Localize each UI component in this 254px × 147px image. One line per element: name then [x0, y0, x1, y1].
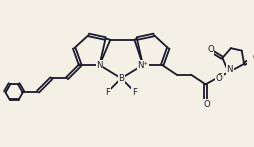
Text: B: B: [118, 74, 124, 83]
Text: O: O: [206, 45, 213, 54]
Text: F: F: [132, 88, 136, 97]
Text: F: F: [105, 88, 110, 97]
Text: N: N: [226, 65, 232, 74]
Text: N: N: [96, 61, 102, 70]
Text: O: O: [216, 73, 223, 82]
Text: N⁺: N⁺: [137, 61, 148, 70]
Text: O: O: [203, 100, 209, 109]
Text: O: O: [251, 53, 254, 62]
Text: O: O: [215, 74, 222, 83]
